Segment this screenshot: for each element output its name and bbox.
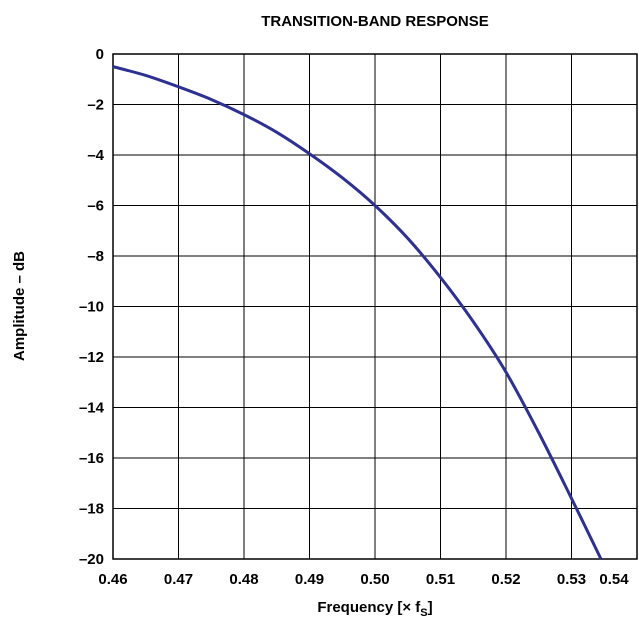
y-tick-label: –18	[79, 501, 104, 518]
x-tick-label: 0.54	[599, 571, 629, 588]
y-tick-label: –14	[79, 400, 105, 417]
y-tick-labels: 0 –2 –4 –6 –8 –10 –12 –14 –16 –18 –20	[79, 46, 105, 568]
x-axis-label-sub: S	[420, 607, 427, 619]
x-axis-label-main: Frequency [× f	[317, 599, 421, 616]
chart-title: TRANSITION-BAND RESPONSE	[261, 13, 489, 30]
y-tick-label: –6	[87, 198, 104, 215]
x-tick-label: 0.50	[360, 571, 389, 588]
x-tick-label: 0.51	[426, 571, 455, 588]
series-line	[112, 65, 603, 560]
y-axis-label: Amplitude – dB	[11, 251, 28, 361]
y-tick-label: 0	[96, 46, 104, 63]
x-axis-label: Frequency [× fS]	[317, 599, 432, 619]
x-tick-label: 0.48	[229, 571, 258, 588]
y-tick-label: –16	[79, 450, 104, 467]
x-tick-label: 0.46	[98, 571, 127, 588]
x-tick-label: 0.49	[295, 571, 324, 588]
x-tick-label: 0.47	[164, 571, 193, 588]
x-tick-label: 0.52	[491, 571, 520, 588]
x-tick-labels: 0.46 0.47 0.48 0.49 0.50 0.51 0.52 0.53 0.54	[98, 571, 629, 588]
y-tick-label: –10	[79, 299, 104, 316]
y-tick-label: –8	[87, 248, 104, 265]
plot-frame	[112, 53, 638, 560]
grid	[113, 54, 637, 559]
y-tick-label: –20	[79, 551, 104, 568]
y-tick-label: –12	[79, 349, 104, 366]
x-tick-label: 0.53	[557, 571, 586, 588]
y-tick-label: –2	[87, 97, 104, 114]
x-axis-label-end: ]	[428, 599, 433, 616]
y-tick-label: –4	[87, 147, 104, 164]
